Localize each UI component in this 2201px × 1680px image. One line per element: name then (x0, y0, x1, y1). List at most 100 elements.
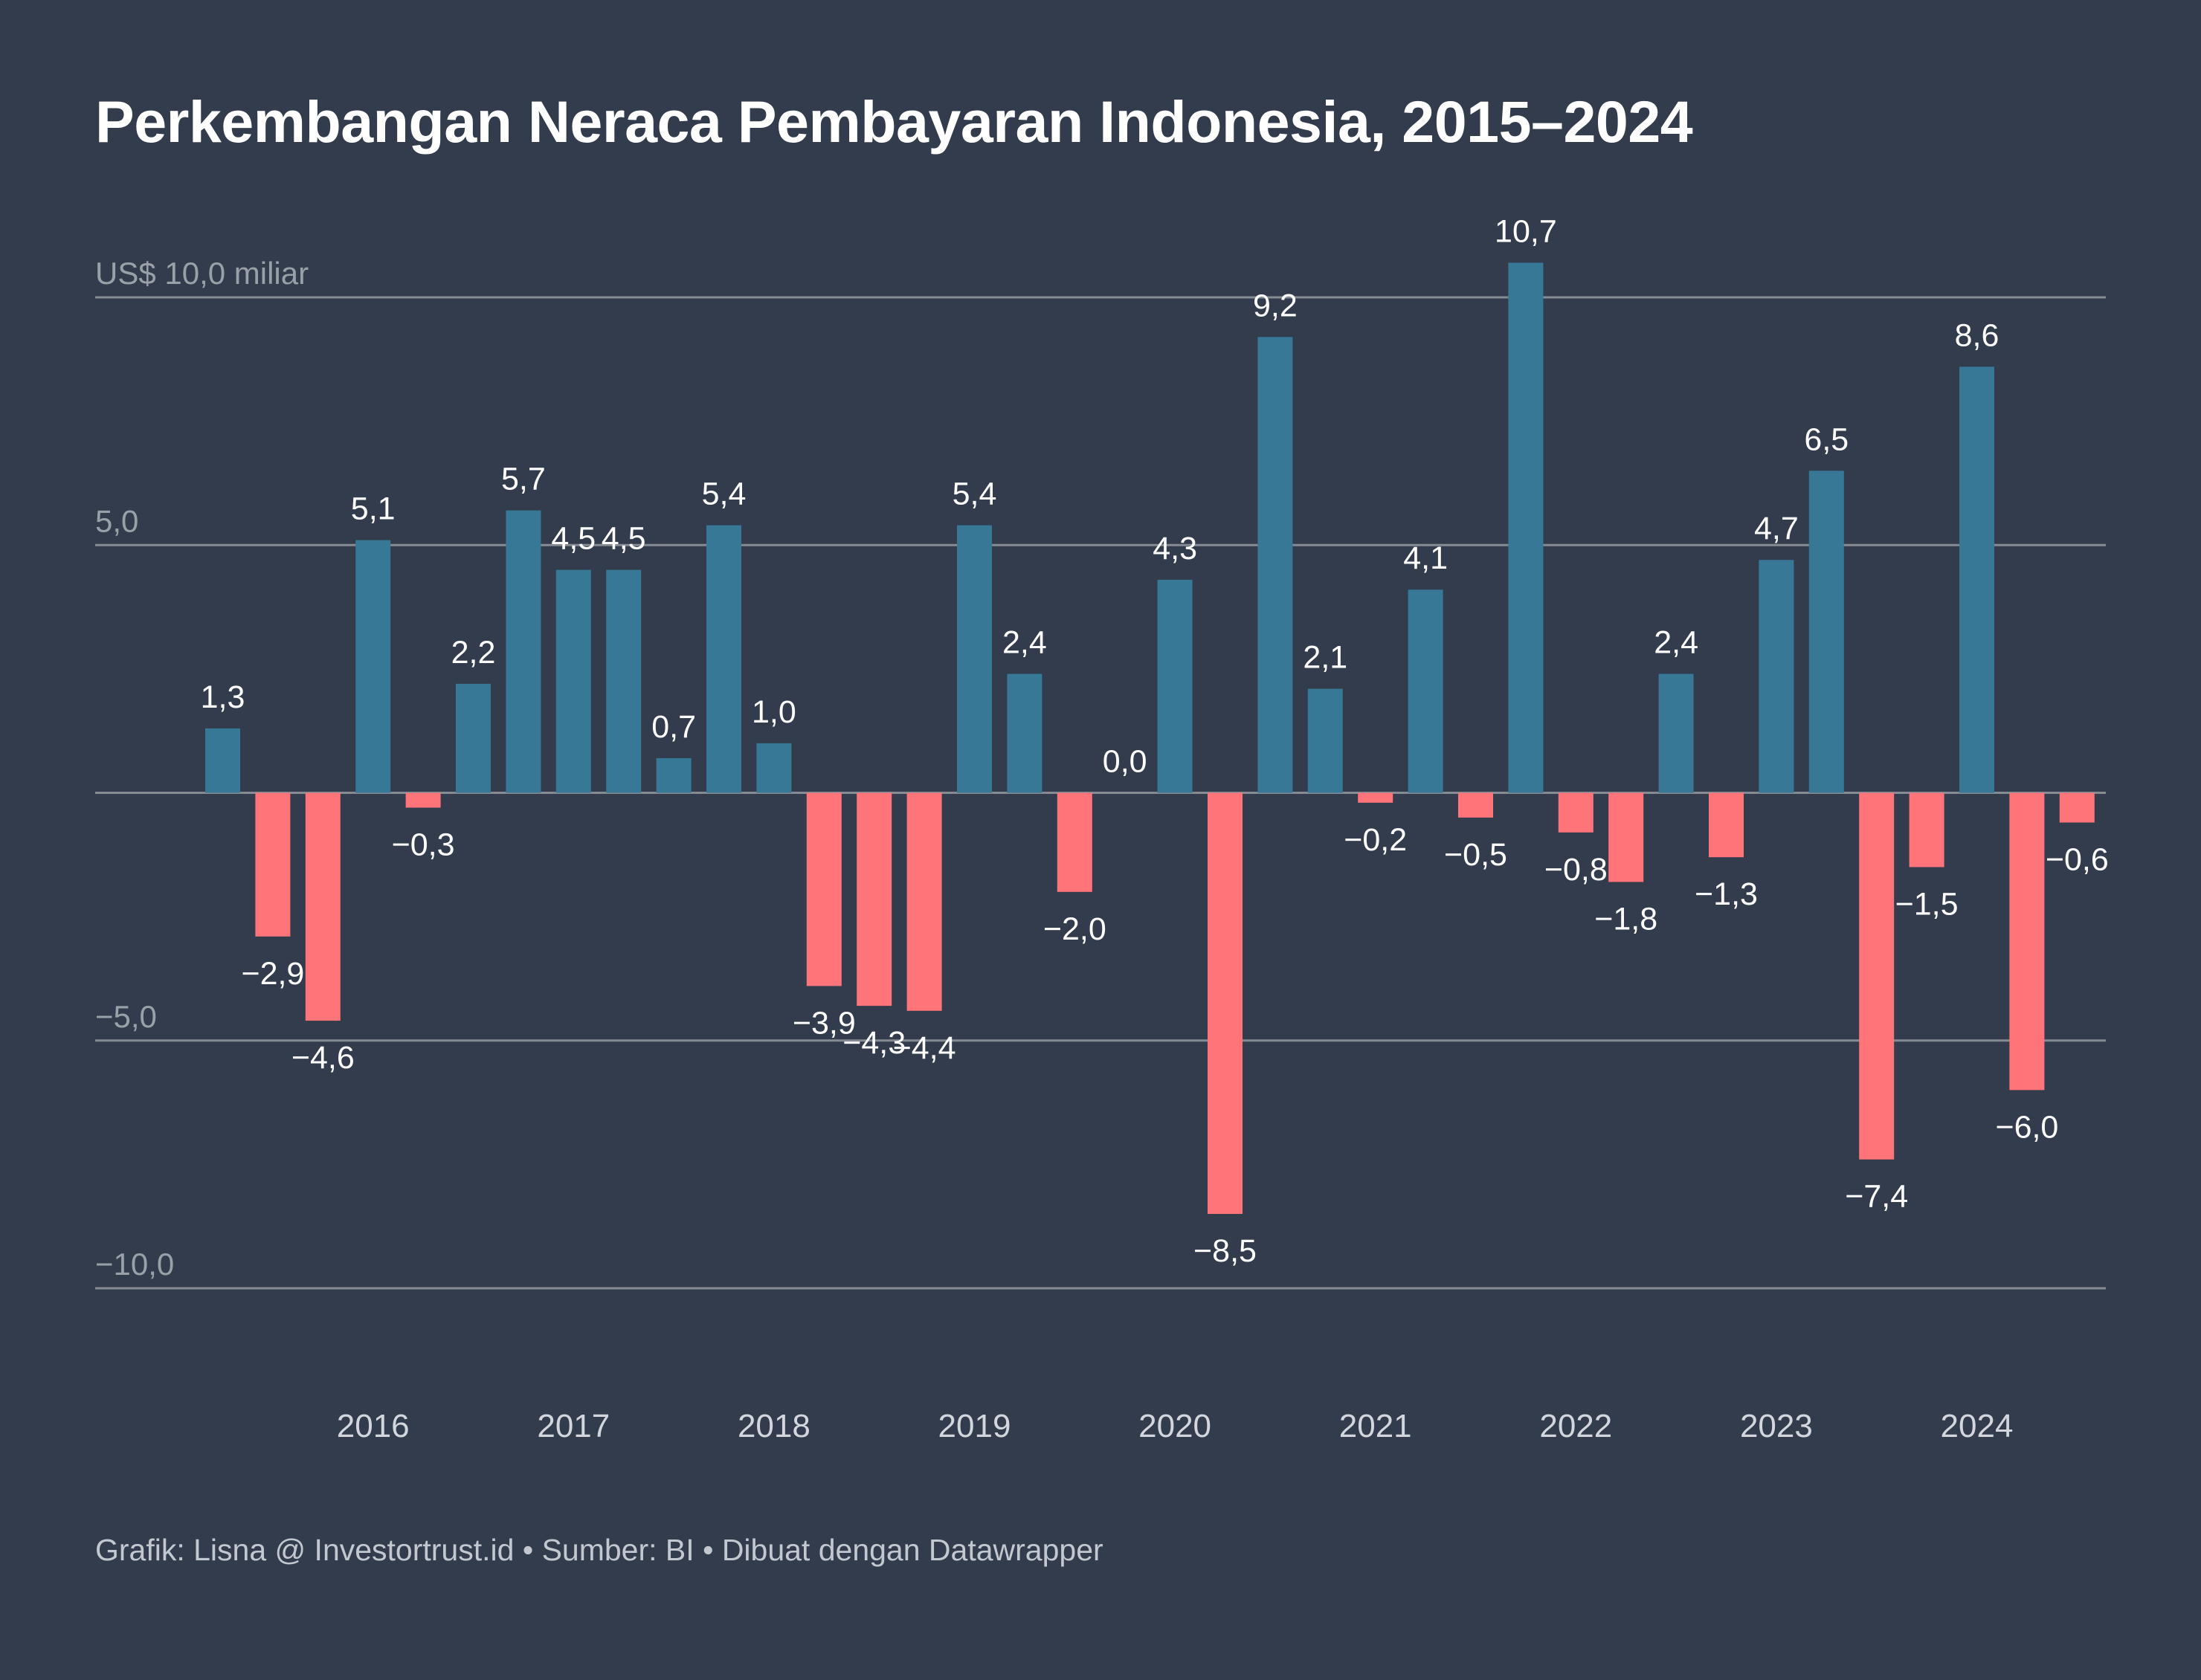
data-label: 2,1 (1303, 640, 1347, 676)
bar (205, 728, 240, 793)
data-label: 5,4 (702, 476, 747, 512)
bar (1458, 792, 1493, 818)
bar (2059, 792, 2095, 823)
bar (1157, 579, 1193, 793)
y-tick-label: US$ 10,0 miliar (95, 256, 309, 291)
x-tick-label: 2017 (537, 1408, 610, 1444)
y-tick-label: −5,0 (95, 999, 157, 1034)
bar (1208, 792, 1243, 1215)
data-label: 0,7 (651, 709, 696, 745)
data-label: 9,2 (1253, 288, 1298, 323)
bar (656, 757, 692, 793)
data-label: −4,6 (291, 1040, 355, 1076)
bar (756, 743, 792, 793)
bars (205, 262, 2095, 1215)
bar (355, 540, 391, 793)
bar (906, 792, 942, 1011)
x-tick-label: 2023 (1740, 1408, 1813, 1444)
bar (806, 792, 842, 986)
data-label: 2,4 (1654, 625, 1698, 661)
footer-source: Sumber: BI (541, 1533, 695, 1567)
data-label: −7,4 (1845, 1179, 1908, 1215)
x-axis: 2016 2017 2018 2019 2020 2021 2022 2023 2024 (337, 1408, 2014, 1444)
data-label: −1,8 (1594, 901, 1657, 937)
bar (1808, 471, 1844, 793)
data-label: 10,7 (1495, 213, 1557, 249)
bar (305, 792, 341, 1021)
bar (1658, 673, 1694, 793)
data-label: 4,5 (551, 521, 596, 557)
data-label: −4,4 (893, 1030, 956, 1066)
data-label: 2,4 (1002, 625, 1047, 661)
data-label: 8,6 (1955, 317, 1999, 353)
data-label: 5,1 (351, 491, 396, 527)
x-tick-label: 2021 (1339, 1408, 1412, 1444)
bar (1859, 792, 1895, 1160)
y-tick-label: −10,0 (95, 1247, 174, 1282)
data-label: −0,3 (392, 827, 455, 862)
data-label: 5,4 (953, 476, 997, 512)
data-label: 6,5 (1804, 421, 1849, 457)
data-label: −1,5 (1895, 886, 1959, 922)
bar (1909, 792, 1944, 868)
data-label: 2,2 (451, 635, 496, 671)
footer-credit: Grafik: Lisna @ Investortrust.id (95, 1533, 515, 1567)
bar (1959, 366, 1994, 793)
bar (706, 525, 741, 793)
data-label: −6,0 (1995, 1109, 2058, 1145)
footer-tool: Dibuat dengan Datawrapper (721, 1533, 1103, 1567)
x-tick-label: 2019 (938, 1408, 1011, 1444)
bar (456, 683, 491, 793)
data-label: 4,3 (1153, 531, 1197, 566)
bar (1558, 792, 1593, 833)
bar (606, 569, 642, 793)
bar (1307, 688, 1343, 793)
bar (1358, 792, 1393, 803)
data-label: 0,0 (1103, 744, 1147, 780)
data-label: −2,0 (1043, 911, 1106, 947)
bar (1057, 792, 1092, 892)
bar (1007, 673, 1043, 793)
bar (2009, 792, 2045, 1091)
bar (957, 525, 992, 793)
bar (1508, 262, 1544, 793)
data-labels: 1,3−2,9−4,65,1−0,32,25,74,5 4,50,75,41,0−… (201, 213, 2109, 1269)
footer-separator: • (694, 1533, 722, 1567)
bar (555, 569, 591, 793)
data-label: −1,3 (1695, 876, 1758, 912)
data-label: −0,2 (1344, 822, 1407, 858)
data-label: 4,5 (602, 521, 646, 557)
x-tick-label: 2022 (1539, 1408, 1612, 1444)
x-tick-label: 2016 (337, 1408, 410, 1444)
data-label: 1,0 (752, 694, 796, 730)
bar (405, 792, 441, 808)
bar (1257, 337, 1293, 793)
data-label: 5,7 (501, 462, 546, 497)
data-label: −0,6 (2046, 841, 2109, 877)
bar (1408, 589, 1443, 793)
data-label: 4,1 (1403, 540, 1448, 576)
data-label: −8,5 (1193, 1233, 1257, 1269)
x-tick-label: 2020 (1138, 1408, 1211, 1444)
bar (1608, 792, 1644, 882)
data-label: −4,3 (842, 1025, 906, 1061)
footer-separator: • (514, 1533, 542, 1567)
data-label: −0,8 (1544, 852, 1608, 888)
bar (1759, 560, 1794, 793)
gridlines: US$ 10,0 miliar 5,0 −5,0 −10,0 (95, 256, 2106, 1290)
bar (1709, 792, 1744, 858)
bar (857, 792, 892, 1007)
data-label: −2,9 (241, 956, 304, 992)
data-label: 1,3 (201, 679, 245, 715)
chart-footer: Grafik: Lisna @ Investortrust.id • Sumbe… (95, 1533, 1103, 1568)
bar (506, 510, 541, 793)
chart-title: Perkembangan Neraca Pembayaran Indonesia… (95, 88, 1693, 155)
data-label: −3,9 (793, 1005, 856, 1041)
bar (255, 792, 291, 937)
x-tick-label: 2018 (738, 1408, 811, 1444)
y-tick-label: 5,0 (95, 503, 138, 538)
data-label: −0,5 (1444, 837, 1507, 873)
data-label: 4,7 (1754, 511, 1799, 546)
x-tick-label: 2024 (1941, 1408, 2014, 1444)
